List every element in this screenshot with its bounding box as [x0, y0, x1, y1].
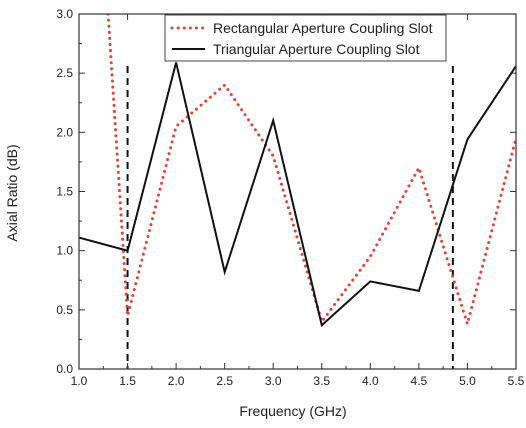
series-group	[79, 14, 516, 330]
y-tick-label: 0.0	[56, 362, 73, 376]
reference-lines	[126, 66, 454, 369]
y-tick-label: 1.5	[56, 185, 73, 199]
series-line-rectangular	[106, 14, 516, 330]
legend-label: Rectangular Aperture Coupling Slot	[213, 20, 433, 36]
y-tick-label: 1.0	[56, 244, 73, 258]
x-tick-label: 3.5	[313, 374, 330, 388]
legend-label: Triangular Aperture Coupling Slot	[213, 41, 420, 57]
series-line-triangular	[79, 62, 516, 328]
x-tick-label: 1.5	[119, 374, 136, 388]
x-tick-label: 4.5	[411, 374, 428, 388]
axes-group: 1.0 1.5 2.0 2.5 3.0 3.5 4.0 4.5 5.0 5.5 0.0 0.5 1.0 1…	[56, 7, 524, 388]
x-tick-label: 5.5	[508, 374, 525, 388]
y-tick-label: 3.0	[56, 7, 73, 21]
y-tick-label: 2.0	[56, 125, 73, 139]
y-axis-title: Axial Ratio (dB)	[4, 144, 20, 241]
x-tick-label: 1.0	[71, 374, 88, 388]
legend: Rectangular Aperture Coupling Slot Triang…	[164, 14, 447, 62]
x-tick-label: 2.0	[168, 374, 185, 388]
y-tick-label: 0.5	[56, 303, 73, 317]
x-tick-label: 5.0	[459, 374, 476, 388]
legend-box	[164, 14, 447, 62]
y-tick-label: 2.5	[56, 66, 73, 80]
x-tick-label: 4.0	[362, 374, 379, 388]
x-axis-title: Frequency (GHz)	[239, 403, 346, 419]
x-tick-label: 3.0	[265, 374, 282, 388]
x-tick-label: 2.5	[216, 374, 233, 388]
